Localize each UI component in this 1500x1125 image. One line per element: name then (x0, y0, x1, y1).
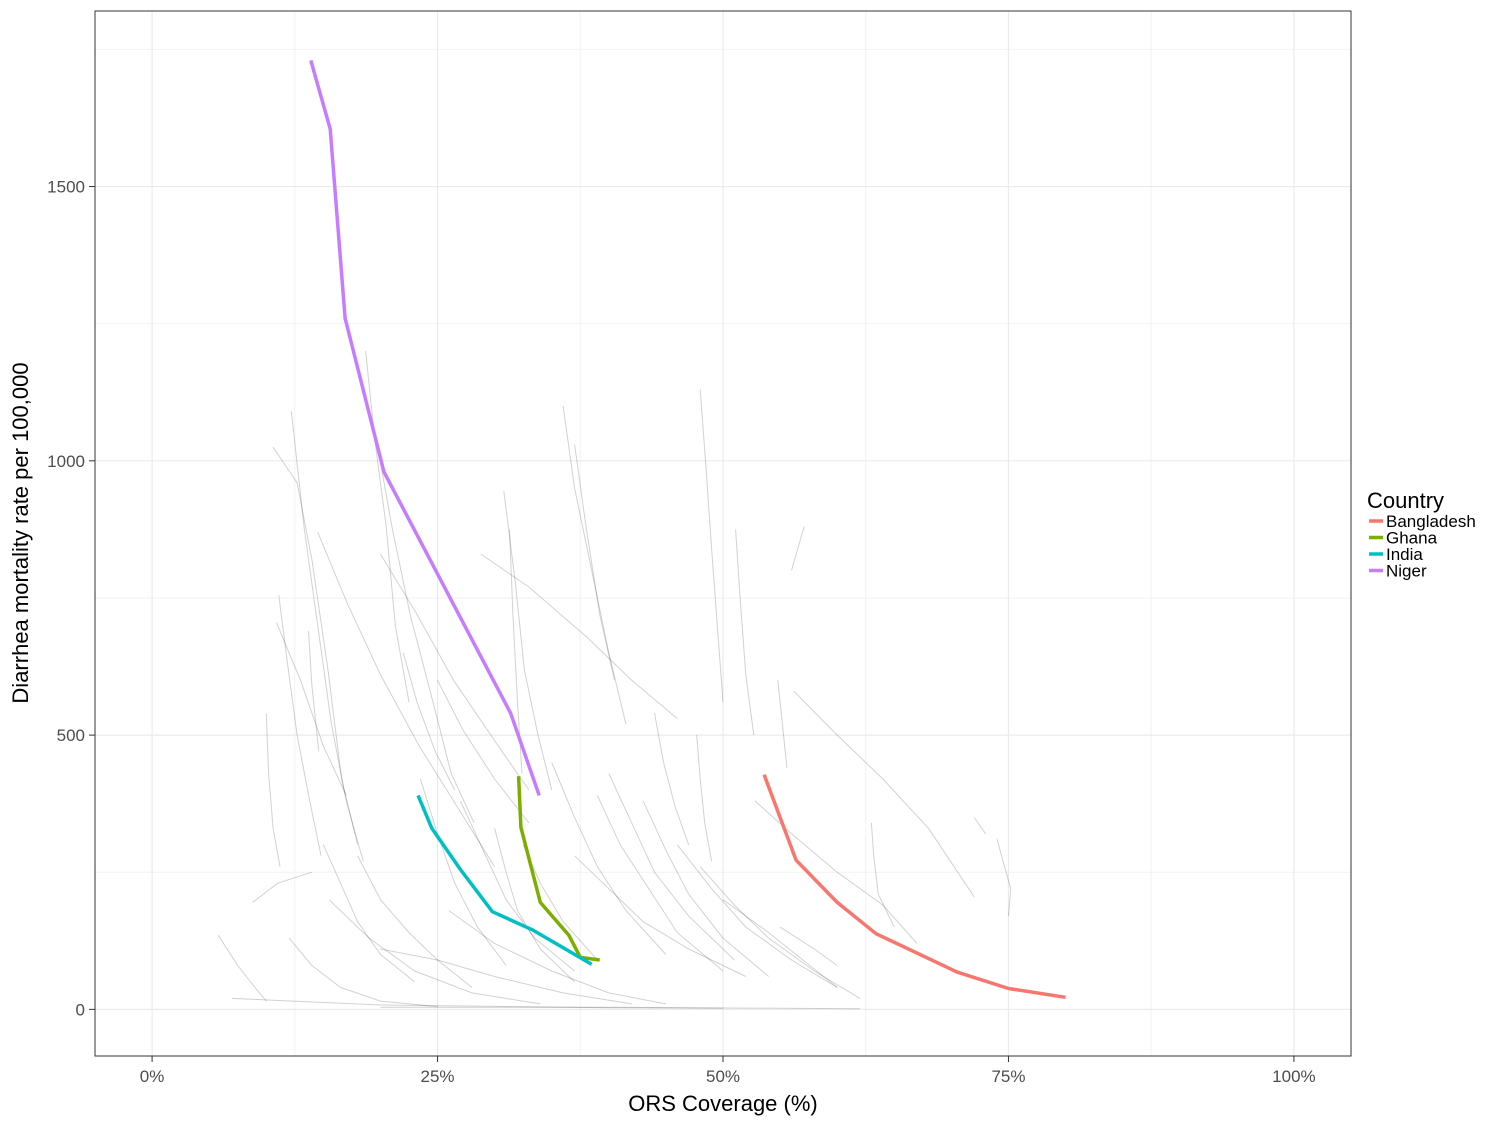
background-line-34 (551, 762, 667, 955)
background-line-23 (777, 680, 788, 769)
background-line-25 (870, 822, 895, 928)
x-tick-label-1: 25% (421, 1067, 455, 1086)
background-line-16 (276, 622, 347, 796)
background-line-10 (480, 553, 678, 719)
background-line-32 (419, 778, 507, 966)
background-line-41 (380, 948, 632, 1005)
x-tick-label-4: 100% (1272, 1067, 1315, 1086)
grid-lines (95, 11, 1351, 1056)
background-line-12 (735, 529, 755, 736)
background-line-2 (317, 531, 496, 867)
background-line-20 (437, 679, 530, 824)
background-line-1 (290, 411, 364, 862)
background-line-8 (562, 405, 627, 725)
series-line-india (416, 794, 593, 966)
x-tick-label-3: 75% (991, 1067, 1025, 1086)
background-line-47 (322, 844, 416, 983)
series-line-bangladesh (762, 773, 1066, 1000)
background-line-14 (793, 690, 975, 898)
background-line-4 (377, 449, 475, 824)
background-line-13 (791, 526, 805, 571)
y-tick-label-0: 0 (76, 1000, 85, 1019)
background-line-29 (217, 935, 267, 1002)
background-line-42 (494, 828, 575, 983)
legend-label-ghana: Ghana (1386, 529, 1438, 548)
background-line-26 (973, 817, 987, 835)
background-line-6 (503, 490, 553, 791)
background-line-36 (642, 800, 770, 977)
background-line-27 (996, 839, 1012, 917)
legend-label-bangladesh: Bangladesh (1386, 512, 1476, 531)
y-tick-label-2: 1000 (47, 452, 85, 471)
legend-title: Country (1367, 488, 1444, 513)
legend-label-niger: Niger (1386, 562, 1427, 581)
background-line-37 (676, 844, 838, 988)
background-line-46 (574, 855, 747, 977)
background-line-11 (699, 389, 724, 703)
x-axis-title: ORS Coverage (%) (628, 1091, 818, 1116)
background-line-30 (288, 937, 438, 1008)
background-line-3 (365, 351, 410, 703)
highlighted-series (309, 59, 1066, 1000)
background-line-48 (357, 855, 473, 988)
series-line-niger (309, 59, 541, 796)
background-line-17 (265, 713, 281, 867)
background-line-40 (448, 910, 666, 1005)
y-axis: 0 500 1000 1500 (47, 178, 95, 1019)
background-line-44 (608, 773, 735, 961)
y-axis-title: Diarrhea mortality rate per 100,000 (8, 362, 33, 703)
background-line-21 (654, 713, 690, 845)
background-line-0 (272, 446, 359, 845)
background-line-9 (574, 444, 615, 681)
background-line-39 (722, 899, 838, 988)
background-line-28 (252, 871, 313, 903)
x-axis: 0% 25% 50% 75% 100% (140, 1056, 1316, 1086)
x-tick-label-2: 50% (706, 1067, 740, 1086)
background-line-31 (328, 899, 541, 1005)
background-country-lines (217, 351, 1012, 1010)
background-line-50 (380, 1006, 861, 1010)
background-line-15 (278, 595, 322, 856)
background-line-49 (231, 997, 724, 1009)
y-tick-label-3: 1500 (47, 178, 85, 197)
background-line-24 (754, 800, 918, 944)
background-line-5 (380, 553, 530, 791)
y-tick-label-1: 500 (57, 726, 85, 745)
background-line-38 (699, 866, 861, 999)
background-line-45 (779, 926, 838, 966)
x-tick-label-0: 0% (140, 1067, 165, 1086)
background-line-22 (696, 735, 713, 862)
background-line-19 (402, 652, 456, 791)
background-line-18 (308, 630, 320, 752)
background-line-35 (596, 795, 724, 972)
legend-label-india: India (1386, 545, 1423, 564)
background-line-33 (459, 800, 575, 972)
